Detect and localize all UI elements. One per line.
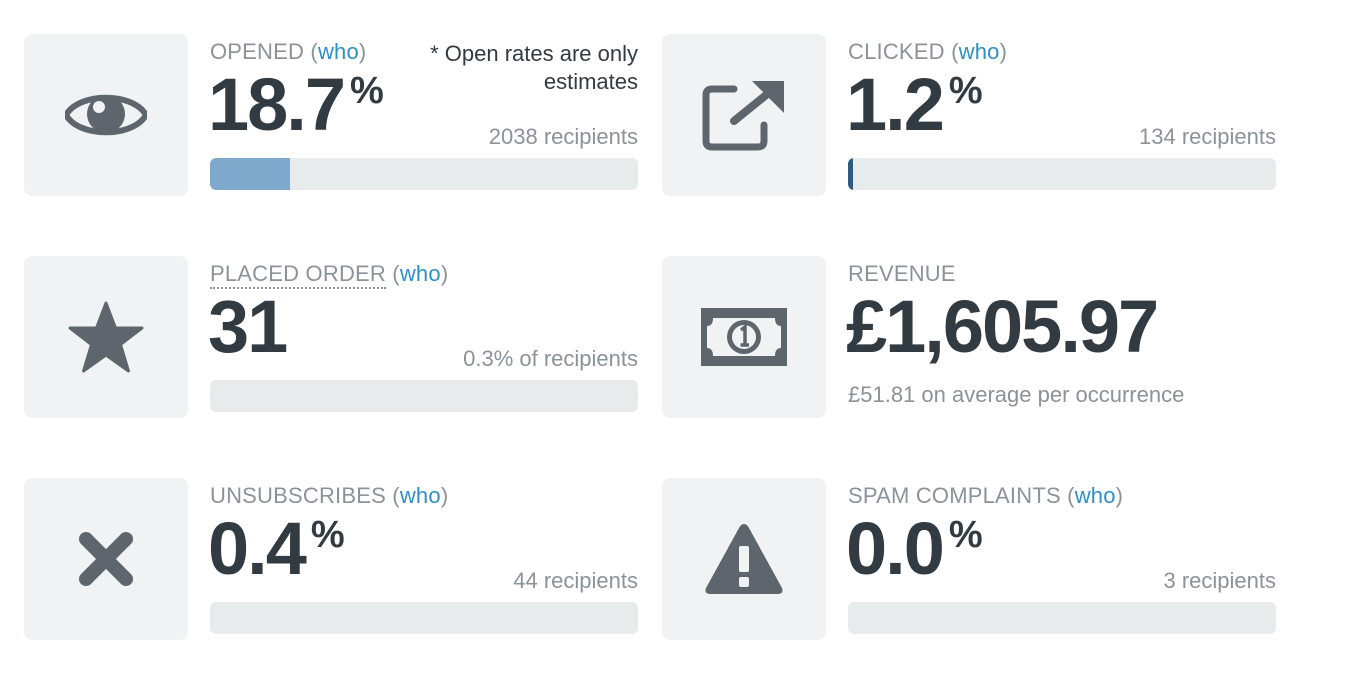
unsubscribes-rate-unit: % <box>310 514 345 556</box>
opened-label-text: OPENED <box>210 39 305 64</box>
unsubscribes-who-link[interactable]: who <box>399 483 441 508</box>
clicked-rate-value: 1.2 <box>846 63 945 146</box>
eye-icon <box>65 94 147 136</box>
spam-label: SPAM COMPLAINTS (who) <box>848 483 1124 508</box>
external-link-icon <box>702 81 784 151</box>
opened-rate: 18.7% <box>208 68 384 142</box>
placed-order-icon-box <box>24 256 188 418</box>
clicked-body: CLICKED (who) 1.2% 134 recipients <box>846 34 1276 196</box>
clicked-who-link[interactable]: who <box>958 39 1000 64</box>
placed-order-count-value: 31 <box>208 285 288 368</box>
unsubscribes-card: UNSUBSCRIBES (who) 0.4% 44 recipients <box>24 478 638 640</box>
clicked-label-text: CLICKED <box>848 39 945 64</box>
revenue-icon-box <box>662 256 826 418</box>
unsubscribes-body: UNSUBSCRIBES (who) 0.4% 44 recipients <box>208 478 638 640</box>
opened-recipients: 2038 recipients <box>488 124 638 149</box>
opened-progress-fill <box>210 158 291 190</box>
opened-icon-box <box>24 34 188 196</box>
revenue-body: REVENUE £1,605.97 £51.81 on average per … <box>846 256 1276 418</box>
unsubscribes-label: UNSUBSCRIBES (who) <box>210 483 449 508</box>
clicked-card: CLICKED (who) 1.2% 134 recipients <box>662 34 1276 196</box>
money-bill-icon <box>701 308 787 366</box>
unsubscribes-rate-value: 0.4 <box>208 507 307 590</box>
spam-icon-box <box>662 478 826 640</box>
placed-order-recipients: 0.3% of recipients <box>463 346 638 371</box>
clicked-label: CLICKED (who) <box>848 39 1008 64</box>
opened-rate-unit: % <box>350 70 384 112</box>
clicked-recipients: 134 recipients <box>1139 124 1276 149</box>
placed-order-label: PLACED ORDER (who) <box>210 261 448 289</box>
spam-rate-unit: % <box>948 514 983 556</box>
x-icon <box>79 532 133 586</box>
opened-rate-value: 18.7 <box>208 63 346 146</box>
opened-card: OPENED (who) * Open rates are only estim… <box>24 34 638 196</box>
star-icon <box>68 301 144 373</box>
opened-body: OPENED (who) * Open rates are only estim… <box>208 34 638 196</box>
spam-who-link[interactable]: who <box>1074 483 1116 508</box>
spam-rate: 0.0% <box>846 512 983 586</box>
revenue-average: £51.81 on average per occurrence <box>848 382 1185 407</box>
spam-rate-value: 0.0 <box>846 507 945 590</box>
spam-label-text: SPAM COMPLAINTS <box>848 483 1061 508</box>
opened-progress-bar <box>210 158 638 190</box>
warning-icon <box>705 524 783 594</box>
clicked-progress-fill <box>848 158 854 190</box>
revenue-card: REVENUE £1,605.97 £51.81 on average per … <box>662 256 1276 418</box>
revenue-amount: £1,605.97 <box>846 290 1159 364</box>
placed-order-progress-bar <box>210 380 638 412</box>
revenue-label: REVENUE <box>848 261 956 287</box>
spam-progress-bar <box>848 602 1276 634</box>
spam-card: SPAM COMPLAINTS (who) 0.0% 3 recipients <box>662 478 1276 640</box>
placed-order-body: PLACED ORDER (who) 31 0.3% of recipients <box>208 256 638 418</box>
revenue-amount-value: £1,605.97 <box>846 285 1159 368</box>
unsubscribes-rate: 0.4% <box>208 512 345 586</box>
opened-who-link[interactable]: who <box>317 39 359 64</box>
placed-order-who-link[interactable]: who <box>399 261 441 286</box>
clicked-progress-bar <box>848 158 1276 190</box>
open-rate-note: * Open rates are only estimates <box>430 41 638 94</box>
placed-order-card: PLACED ORDER (who) 31 0.3% of recipients <box>24 256 638 418</box>
clicked-icon-box <box>662 34 826 196</box>
revenue-label-text: REVENUE <box>848 261 956 286</box>
clicked-rate: 1.2% <box>846 68 983 142</box>
unsubscribes-progress-bar <box>210 602 638 634</box>
spam-body: SPAM COMPLAINTS (who) 0.0% 3 recipients <box>846 478 1276 640</box>
clicked-rate-unit: % <box>948 70 983 112</box>
unsubscribes-recipients: 44 recipients <box>513 568 638 593</box>
unsubscribes-label-text: UNSUBSCRIBES <box>210 483 386 508</box>
spam-recipients: 3 recipients <box>1163 568 1276 593</box>
placed-order-label-text: PLACED ORDER <box>210 261 386 289</box>
placed-order-count: 31 <box>208 290 288 364</box>
opened-label: OPENED (who) <box>210 39 367 64</box>
unsubscribes-icon-box <box>24 478 188 640</box>
